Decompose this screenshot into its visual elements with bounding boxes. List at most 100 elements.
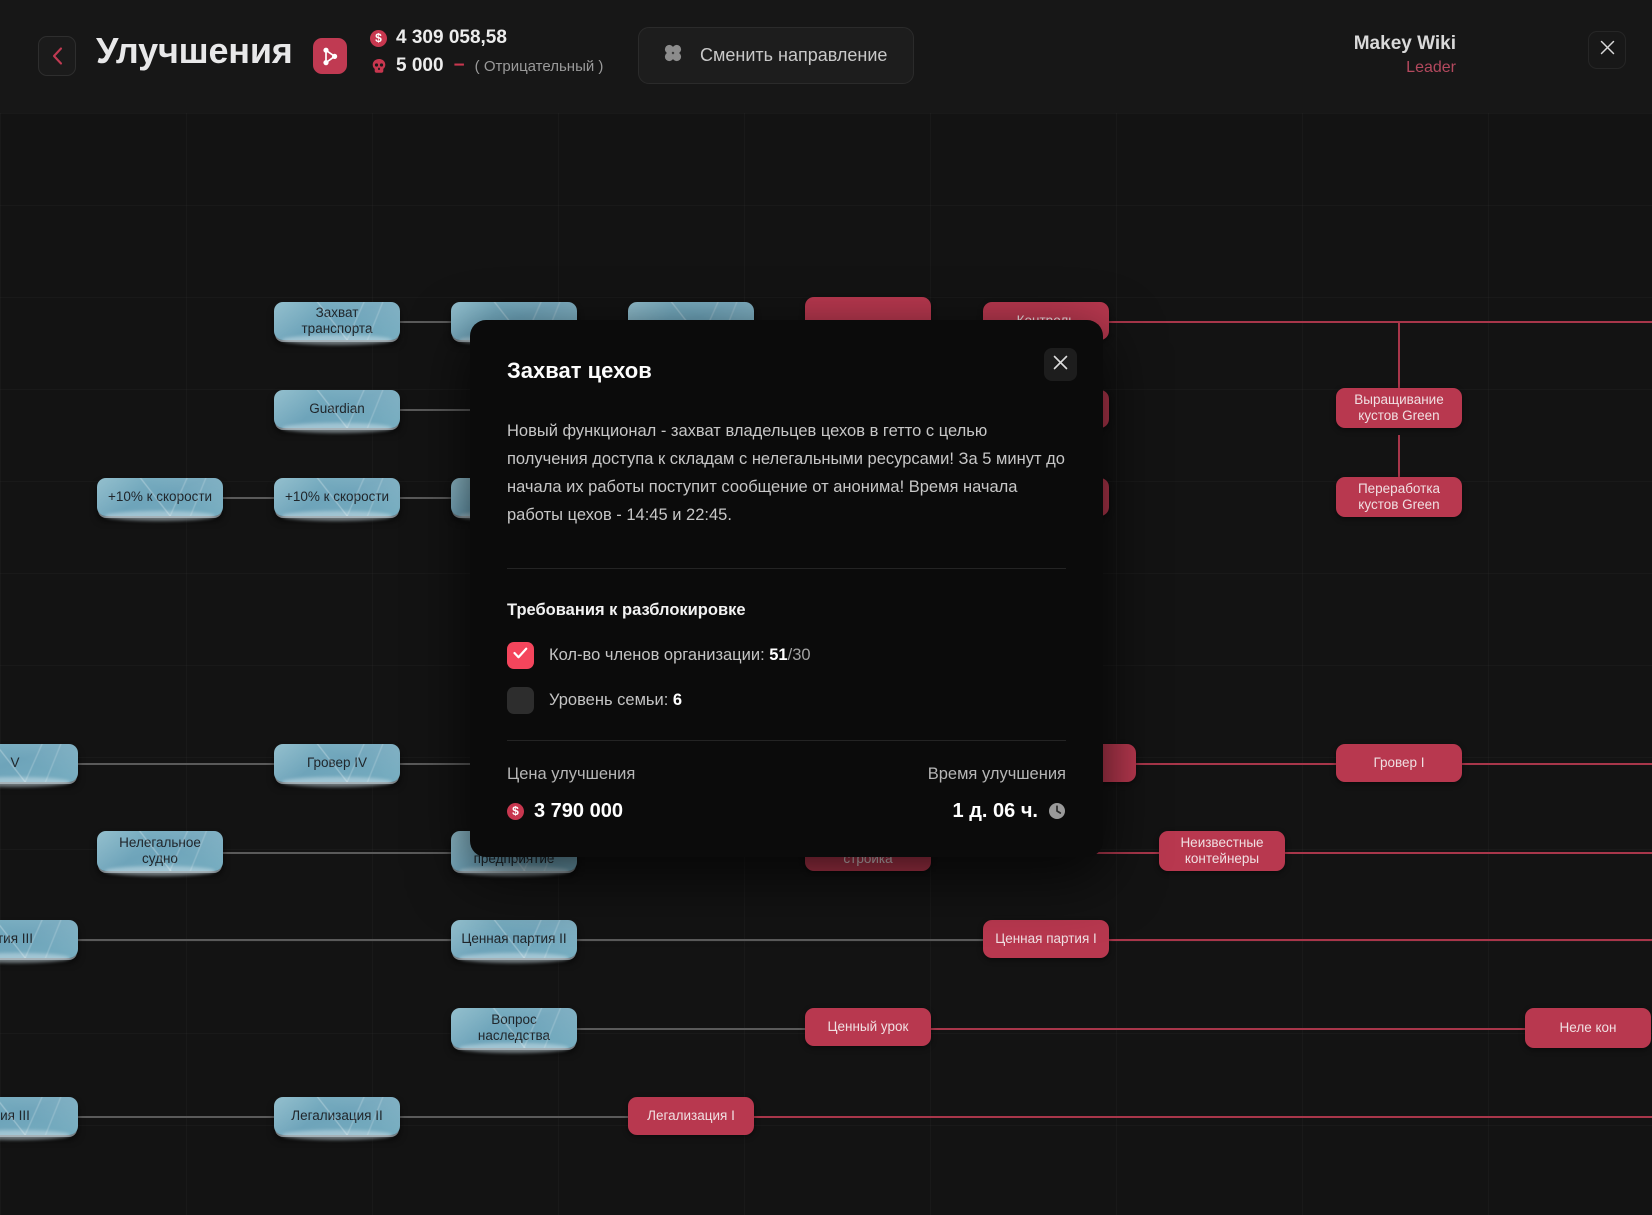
money-stat: $ 4 309 058,58 — [370, 27, 603, 49]
divider — [507, 567, 1066, 569]
modal-description: Новый функционал - захват владельцев цех… — [507, 422, 1065, 524]
tree-node-label: Захват транспорта — [301, 304, 373, 336]
time-label: Время улучшения — [927, 764, 1066, 783]
tree-node-label: Ценная партия II — [461, 930, 567, 946]
reputation-value: 5 000 — [396, 55, 444, 76]
tree-node-label: +10% к скорости — [107, 488, 213, 504]
page-header: Улучшения $ 4 309 058,58 — [0, 0, 1652, 113]
time-block: Время улучшения 1 д. 06 ч. — [928, 765, 1066, 823]
tree-node[interactable]: Ценная партия I — [983, 920, 1109, 958]
requirement-target: 30 — [792, 645, 811, 664]
tree-node-label: Легализация I — [647, 1107, 735, 1123]
requirement-text: Уровень семьи: 6 — [549, 691, 682, 710]
requirement-label: Уровень семьи: — [549, 690, 669, 709]
tree-node-label: тия III — [0, 930, 34, 946]
tree-node[interactable]: Гровер IV — [274, 744, 400, 782]
wiki-info[interactable]: Makey Wiki Leader — [1354, 32, 1456, 79]
requirement-separator: / — [787, 645, 793, 664]
close-icon — [1053, 355, 1068, 375]
tree-node-label: Ценный урок — [827, 1018, 909, 1034]
tree-node[interactable]: Гровер I — [1336, 744, 1462, 782]
connector-line — [577, 1028, 809, 1030]
upgrades-tree-icon — [313, 38, 347, 74]
clover-icon — [661, 41, 685, 70]
requirement-label: Кол-во членов организации: — [549, 645, 765, 664]
modal-close-button[interactable] — [1044, 348, 1077, 381]
connector-line — [400, 1116, 632, 1118]
check-icon — [513, 646, 528, 664]
connector-line — [400, 497, 455, 499]
connector-line-red — [930, 1028, 1525, 1030]
tree-node-label: Выращивание кустов Green — [1354, 391, 1444, 423]
tree-node[interactable]: Неле кон — [1525, 1008, 1651, 1048]
tree-node[interactable]: +10% к скорости — [97, 478, 223, 516]
tree-node[interactable]: V — [0, 744, 78, 782]
price-label: Цена улучшения — [507, 764, 636, 783]
requirement-row: Уровень семьи: 6 — [507, 686, 1066, 714]
connector-line — [223, 497, 278, 499]
tree-node[interactable]: Ценная партия II — [451, 920, 577, 958]
divider — [507, 739, 1066, 741]
tree-node[interactable]: Захват транспорта — [274, 302, 400, 340]
reputation-status: ( Отрицательный ) — [474, 57, 604, 75]
time-value-row: 1 д. 06 ч. — [928, 800, 1066, 823]
tree-node[interactable]: Вопрос наследства — [451, 1008, 577, 1048]
connector-line — [400, 321, 455, 323]
tree-node-label: Гровер IV — [306, 754, 368, 770]
chevron-left-icon — [52, 47, 63, 65]
tree-node-label: V — [10, 754, 20, 770]
tree-node[interactable]: Guardian — [274, 390, 400, 428]
connector-line-red — [1285, 852, 1652, 854]
time-value: 1 д. 06 ч. — [952, 799, 1038, 822]
modal-title: Захват цехов — [507, 358, 652, 383]
tree-node[interactable]: +10% к скорости — [274, 478, 400, 516]
connector-line-red — [754, 1116, 1652, 1118]
tree-node-label: Guardian — [309, 400, 365, 416]
connector-line — [577, 939, 987, 941]
tree-node[interactable]: Переработка кустов Green — [1336, 477, 1462, 517]
change-direction-button[interactable]: Сменить направление — [638, 27, 915, 84]
requirement-checkbox-unchecked[interactable] — [507, 686, 534, 714]
back-button[interactable] — [38, 36, 76, 76]
requirement-current: 51 — [769, 645, 788, 664]
tree-node[interactable]: ия III — [0, 1097, 78, 1135]
tree-node[interactable]: Неизвестные контейнеры — [1159, 831, 1285, 871]
tree-node-label: Переработка кустов Green — [1357, 480, 1441, 512]
requirement-text: Кол-во членов организации: 51/30 — [549, 646, 811, 665]
reputation-sign: − — [453, 55, 465, 76]
tree-node[interactable]: Ценный урок — [805, 1008, 931, 1046]
tree-node-label: ия III — [0, 1107, 30, 1123]
wiki-name: Makey Wiki — [1353, 33, 1456, 54]
price-value-row: $ 3 790 000 — [507, 800, 635, 823]
money-value: 4 309 058,58 — [396, 27, 507, 48]
reputation-stat: 5 000 − ( Отрицательный ) — [370, 55, 603, 77]
tree-node-label: +10% к скорости — [284, 488, 390, 504]
clock-icon — [1048, 802, 1066, 820]
wiki-role: Leader — [1406, 58, 1456, 76]
tree-node[interactable]: Выращивание кустов Green — [1336, 388, 1462, 428]
connector-line-red — [1462, 763, 1652, 765]
connector-line — [78, 1116, 278, 1118]
tree-node-label: Вопрос наследства — [477, 1011, 551, 1043]
tree-node[interactable]: Нелегальное судно — [97, 831, 223, 871]
price-value: 3 790 000 — [534, 799, 623, 822]
tree-node-label: Неизвестные контейнеры — [1180, 834, 1264, 866]
connector-line-red — [1398, 435, 1400, 493]
requirement-checkbox-checked[interactable] — [507, 641, 534, 669]
dollar-coin-icon: $ — [507, 802, 524, 820]
upgrade-detail-modal: Захват цехов Новый функционал - захват в… — [470, 320, 1103, 857]
connector-line-red — [1105, 321, 1652, 323]
connector-line — [223, 852, 455, 854]
tree-node[interactable]: тия III — [0, 920, 78, 958]
close-screen-button[interactable] — [1588, 31, 1626, 69]
requirement-row: Кол-во членов организации: 51/30 — [507, 641, 1066, 669]
tree-node[interactable]: Легализация I — [628, 1097, 754, 1135]
connector-line — [78, 939, 455, 941]
price-block: Цена улучшения $ 3 790 000 — [507, 765, 635, 823]
tree-node[interactable]: Легализация II — [274, 1097, 400, 1135]
connector-line — [78, 763, 278, 765]
close-icon — [1600, 40, 1615, 60]
change-direction-label: Сменить направление — [700, 45, 888, 65]
modal-footer: Цена улучшения $ 3 790 000 Время улучшен… — [507, 765, 1066, 823]
